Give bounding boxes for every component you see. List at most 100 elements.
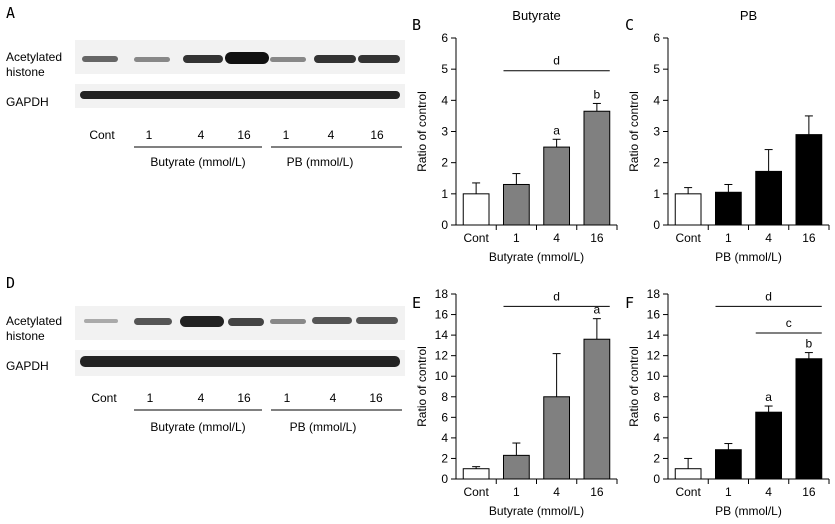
- bar: [674, 468, 702, 480]
- y-tick-label: 6: [441, 31, 448, 45]
- y-tick-label: 6: [653, 31, 660, 45]
- bar: [502, 454, 530, 480]
- y-tick-label: 14: [647, 328, 661, 342]
- y-tick-label: 4: [653, 431, 660, 445]
- x-tick-label: 4: [765, 231, 772, 245]
- lane-label: 1: [283, 128, 290, 142]
- significance-label: a: [594, 303, 601, 317]
- lane-label: 16: [237, 128, 251, 142]
- y-tick-label: 6: [441, 410, 448, 424]
- bar: [714, 449, 742, 480]
- row-label-gapdh: GAPDH: [6, 95, 49, 109]
- lane-label: 1: [147, 391, 154, 405]
- y-tick-label: 2: [441, 451, 448, 465]
- y-tick-label: 4: [441, 431, 448, 445]
- x-tick-label: 4: [553, 485, 560, 499]
- y-tick-label: 1: [653, 187, 660, 201]
- x-axis-label: PB (mmol/L): [715, 504, 782, 518]
- group-label-pb: PB (mmol/L): [290, 420, 357, 434]
- x-tick-label: 16: [802, 231, 816, 245]
- blot-panel-a: A Acetylated histone GAPDH Cont 1 4 16 1…: [6, 4, 405, 169]
- y-axis-label: Ratio of control: [627, 346, 641, 427]
- bar: [755, 170, 783, 226]
- y-tick-label: 5: [653, 62, 660, 76]
- lane-label: Cont: [91, 391, 117, 405]
- significance-label: b: [806, 337, 813, 351]
- significance-label: b: [594, 87, 601, 101]
- group-label-butyrate: Butyrate (mmol/L): [150, 420, 245, 434]
- row-label-gapdh: GAPDH: [6, 359, 49, 373]
- y-tick-label: 0: [441, 472, 448, 486]
- y-tick-label: 6: [653, 410, 660, 424]
- bar-chart-b: Butyrate 0 1 2 3 4 5 6 Ratio of control Cont 1 4 a 16…: [415, 8, 618, 264]
- bar: [462, 193, 490, 226]
- significance-label: a: [553, 123, 560, 137]
- y-tick-label: 12: [647, 349, 661, 363]
- x-tick-label: 16: [590, 485, 604, 499]
- y-tick-label: 18: [435, 287, 449, 301]
- bar: [543, 146, 571, 226]
- panel-letter-a: A: [6, 4, 15, 22]
- group-label-pb: PB (mmol/L): [287, 155, 354, 169]
- significance-label: c: [786, 316, 792, 330]
- lane-label: 16: [237, 391, 251, 405]
- y-tick-label: 0: [441, 218, 448, 232]
- y-tick-label: 4: [441, 93, 448, 107]
- row-label-acetylated: Acetylated: [6, 314, 62, 328]
- x-tick-label: 4: [553, 231, 560, 245]
- x-tick-label: 16: [802, 485, 816, 499]
- bar: [795, 358, 823, 480]
- y-tick-label: 12: [435, 349, 449, 363]
- lane-label: 1: [146, 128, 153, 142]
- y-tick-label: 1: [441, 187, 448, 201]
- panel-letter-b: B: [412, 16, 421, 34]
- x-tick-label: 1: [725, 485, 732, 499]
- y-axis-label: Ratio of control: [415, 346, 429, 427]
- x-tick-label: 4: [765, 485, 772, 499]
- row-label-histone: histone: [6, 329, 45, 343]
- chart-title: Butyrate: [512, 8, 560, 23]
- lane-label: 4: [198, 391, 205, 405]
- y-tick-label: 3: [653, 125, 660, 139]
- significance-label: d: [553, 54, 560, 68]
- blot-panel-d: D Acetylated histone GAPDH Cont 1 4 16 1…: [6, 274, 405, 434]
- y-tick-label: 0: [653, 218, 660, 232]
- y-tick-label: 8: [441, 390, 448, 404]
- lane-label: 4: [198, 128, 205, 142]
- y-tick-label: 10: [647, 369, 661, 383]
- blot-image-a: [75, 40, 405, 108]
- row-label-acetylated: Acetylated: [6, 50, 62, 64]
- panel-letter-f: F: [625, 294, 634, 312]
- group-label-butyrate: Butyrate (mmol/L): [150, 155, 245, 169]
- y-tick-label: 10: [435, 369, 449, 383]
- y-axis-label: Ratio of control: [627, 91, 641, 172]
- bar-chart-c: PB 0 1 2 3 4 5 6 Ratio of control Cont 1 4 16 PB (mmo…: [627, 8, 830, 264]
- y-tick-label: 2: [441, 156, 448, 170]
- panel-letter-c: C: [625, 16, 634, 34]
- panel-letter-e: E: [412, 294, 421, 312]
- x-axis-label: Butyrate (mmol/L): [489, 504, 584, 518]
- lane-label: 16: [369, 391, 383, 405]
- lane-label: 16: [370, 128, 384, 142]
- y-tick-label: 5: [441, 62, 448, 76]
- x-axis-label: PB (mmol/L): [715, 250, 782, 264]
- lane-label: 1: [284, 391, 291, 405]
- bar: [674, 193, 702, 226]
- y-tick-label: 14: [435, 328, 449, 342]
- bar: [502, 183, 530, 226]
- y-tick-label: 0: [653, 472, 660, 486]
- lane-label: 4: [330, 391, 337, 405]
- x-tick-label: 1: [513, 231, 520, 245]
- y-tick-label: 18: [647, 287, 661, 301]
- bar: [795, 134, 823, 226]
- bar: [543, 396, 571, 480]
- y-tick-label: 4: [653, 93, 660, 107]
- panel-letter-d: D: [6, 274, 15, 292]
- y-tick-label: 8: [653, 390, 660, 404]
- bar: [583, 338, 611, 480]
- x-tick-label: 1: [725, 231, 732, 245]
- y-tick-label: 2: [653, 451, 660, 465]
- x-tick-label: 1: [513, 485, 520, 499]
